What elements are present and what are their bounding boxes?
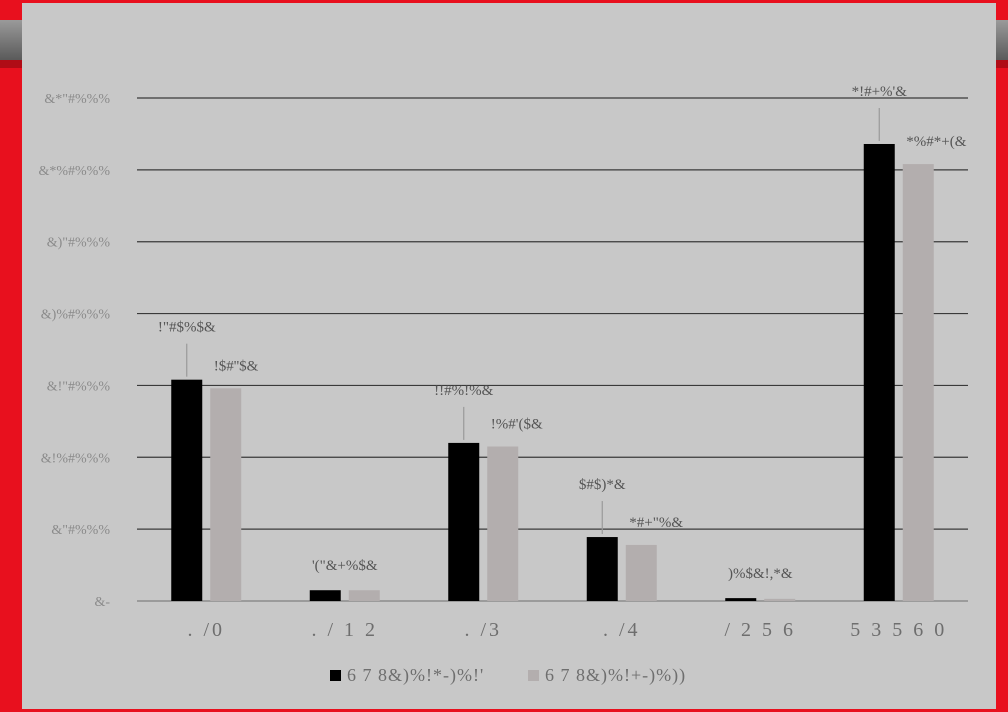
y-tick-label: &"#%%% (51, 523, 110, 538)
data-label: !"#$%$& (158, 320, 216, 336)
data-label: !%#'($& (491, 417, 543, 433)
bar-1 (448, 442, 480, 601)
data-label: )%$&!,*& (728, 566, 793, 582)
x-tick-label: . /4 (603, 619, 641, 641)
legend-swatch (330, 670, 341, 681)
x-tick-label: . /0 (187, 619, 225, 641)
bar-1 (586, 537, 618, 601)
bar-chart: &- &"#%%% &!%#%%% &!"#%%% &)%#%%% &)"#%%% &*%#… (38, 84, 968, 686)
bar-1 (309, 590, 341, 601)
bar-2 (348, 590, 380, 601)
x-tick-label: / 2 5 6 (724, 619, 796, 641)
legend-swatch (528, 670, 539, 681)
data-label: !!#%!%& (434, 383, 493, 399)
bar-2 (902, 164, 934, 601)
bar-1 (863, 143, 895, 601)
y-tick-label: &)%#%%% (41, 308, 111, 323)
data-label: *#+"%& (629, 515, 683, 531)
y-tick-label: &*%#%%% (38, 164, 110, 179)
y-tick-label: &- (94, 595, 110, 610)
data-label: '("&+%$& (312, 558, 378, 574)
bar-1 (171, 379, 203, 601)
bar-2 (625, 544, 657, 601)
y-tick-label: &)"#%%% (47, 236, 111, 251)
legend-label: 6 7 8&)%!+-)%)) (545, 665, 686, 686)
x-tick-label: . / 1 2 (311, 619, 378, 641)
legend-label: 6 7 8&)%!*-)%!' (347, 665, 484, 686)
bar-2 (487, 446, 519, 601)
data-label: *!#+%'& (852, 84, 908, 100)
data-label: *%#*+(& (906, 134, 966, 150)
data-label: $#$)*& (579, 477, 626, 493)
bar-2 (764, 598, 796, 601)
x-tick-label: 5 3 5 6 0 (850, 619, 947, 641)
data-label: !$#''$& (214, 358, 259, 374)
y-tick-label: &*"#%%% (44, 92, 110, 107)
y-tick-label: &!"#%%% (47, 379, 111, 394)
bar-2 (210, 388, 242, 601)
bar-1 (725, 598, 757, 601)
chart-panel: &- &"#%%% &!%#%%% &!"#%%% &)%#%%% &)"#%%% &*%#… (22, 3, 996, 709)
x-tick-label: . /3 (464, 619, 502, 641)
y-tick-label: &!%#%%% (41, 451, 111, 466)
